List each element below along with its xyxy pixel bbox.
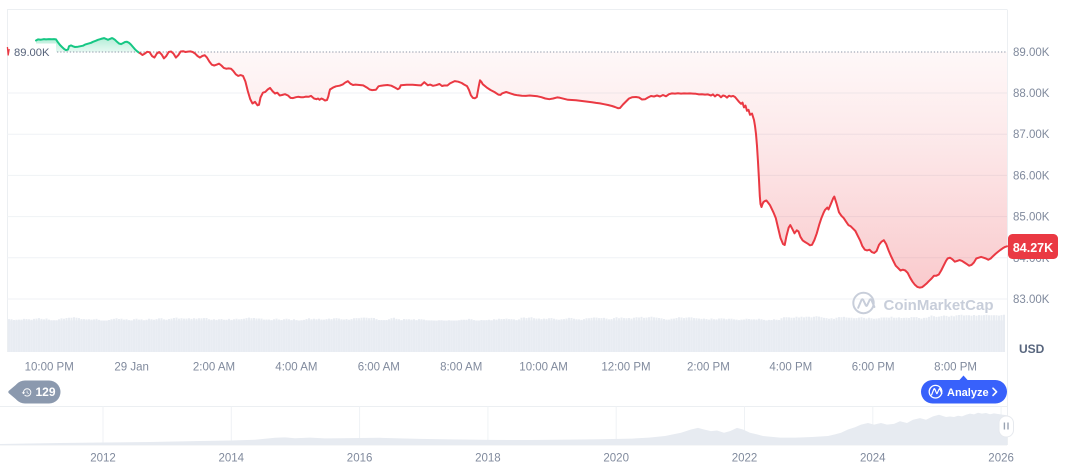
svg-text:2012: 2012 [90, 453, 116, 465]
svg-text:USD: USD [1019, 342, 1045, 356]
svg-text:8:00 AM: 8:00 AM [440, 362, 482, 374]
svg-text:84.27K: 84.27K [1013, 241, 1053, 255]
svg-text:2016: 2016 [347, 453, 373, 465]
svg-text:2:00 AM: 2:00 AM [193, 362, 235, 374]
svg-text:4:00 AM: 4:00 AM [275, 362, 317, 374]
svg-text:89.00K: 89.00K [1013, 47, 1050, 59]
svg-text:2020: 2020 [603, 453, 629, 465]
svg-text:85.00K: 85.00K [1013, 212, 1050, 224]
svg-text:89.00K: 89.00K [14, 47, 50, 59]
svg-text:8:00 PM: 8:00 PM [934, 362, 977, 374]
svg-text:4:00 PM: 4:00 PM [769, 362, 812, 374]
svg-text:88.00K: 88.00K [1013, 88, 1050, 100]
svg-text:2024: 2024 [860, 453, 886, 465]
svg-text:2026: 2026 [988, 453, 1014, 465]
svg-text:2022: 2022 [732, 453, 758, 465]
svg-text:87.00K: 87.00K [1013, 129, 1050, 141]
svg-text:2014: 2014 [219, 453, 245, 465]
svg-text:CoinMarketCap: CoinMarketCap [884, 297, 994, 314]
svg-text:2:00 PM: 2:00 PM [687, 362, 730, 374]
svg-text:6:00 PM: 6:00 PM [852, 362, 895, 374]
svg-text:86.00K: 86.00K [1013, 170, 1050, 182]
svg-text:12:00 PM: 12:00 PM [601, 362, 650, 374]
svg-text:10:00 PM: 10:00 PM [25, 362, 74, 374]
svg-text:6:00 AM: 6:00 AM [358, 362, 400, 374]
svg-text:2018: 2018 [475, 453, 501, 465]
svg-text:129: 129 [36, 385, 56, 399]
svg-text:29 Jan: 29 Jan [114, 362, 149, 374]
svg-text:83.00K: 83.00K [1013, 294, 1050, 306]
svg-text:10:00 AM: 10:00 AM [519, 362, 568, 374]
svg-text:Analyze: Analyze [947, 387, 989, 399]
